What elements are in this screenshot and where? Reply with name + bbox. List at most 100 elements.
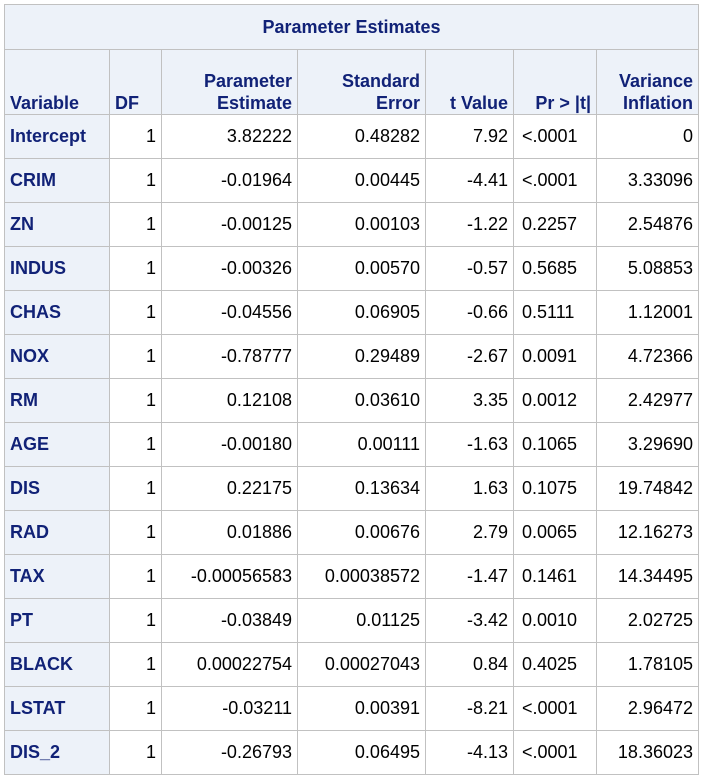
cell-vif: 3.33096 [596,158,699,203]
cell-pvalue: 0.0012 [513,378,597,423]
table-title: Parameter Estimates [4,4,699,50]
cell-pvalue: <.0001 [513,114,597,159]
column-header-vif-line1: Variance [618,71,693,91]
cell-variable: RAD [4,510,110,555]
cell-vif: 19.74842 [596,466,699,511]
cell-variable: PT [4,598,110,643]
cell-variable: Intercept [4,114,110,159]
column-header-row: Variable DF Parameter Estimate Standard Er… [4,49,699,115]
cell-pvalue: 0.0010 [513,598,597,643]
cell-pvalue: <.0001 [513,730,597,775]
cell-vif: 2.54876 [596,202,699,247]
cell-variable: ZN [4,202,110,247]
cell-stderr: 0.00445 [297,158,426,203]
cell-tvalue: 3.35 [425,378,514,423]
cell-df: 1 [109,466,162,511]
column-header-estimate-line1: Parameter [203,71,292,91]
table-body: Intercept 1 3.82222 0.48282 7.92 <.0001 0 CRIM 1… [4,114,699,775]
cell-tvalue: 7.92 [425,114,514,159]
cell-tvalue: -1.47 [425,554,514,599]
cell-estimate: -0.00326 [161,246,298,291]
cell-vif: 18.36023 [596,730,699,775]
cell-df: 1 [109,510,162,555]
cell-tvalue: -0.57 [425,246,514,291]
cell-pvalue: 0.0091 [513,334,597,379]
cell-pvalue: 0.0065 [513,510,597,555]
cell-df: 1 [109,334,162,379]
cell-vif: 12.16273 [596,510,699,555]
cell-pvalue: 0.1075 [513,466,597,511]
cell-variable: BLACK [4,642,110,687]
column-header-estimate-line2: Estimate [216,93,292,113]
table-row: BLACK 1 0.00022754 0.00027043 0.84 0.4025 1.78… [4,642,699,687]
cell-tvalue: 1.63 [425,466,514,511]
cell-vif: 0 [596,114,699,159]
column-header-stderr-line2: Error [375,93,420,113]
table-row: RAD 1 0.01886 0.00676 2.79 0.0065 12.16273 [4,510,699,555]
cell-variable: CRIM [4,158,110,203]
cell-variable: LSTAT [4,686,110,731]
cell-estimate: -0.00056583 [161,554,298,599]
column-header-stderr-line1: Standard [341,71,420,91]
cell-pvalue: 0.5685 [513,246,597,291]
cell-stderr: 0.00103 [297,202,426,247]
cell-tvalue: 2.79 [425,510,514,555]
cell-variable: DIS [4,466,110,511]
cell-tvalue: -0.66 [425,290,514,335]
column-header-df: DF [109,49,162,115]
column-header-stderr: Standard Error [297,49,426,115]
column-header-vif: Variance Inflation [596,49,699,115]
parameter-estimates-table: Parameter Estimates Variable DF Paramete… [4,4,699,775]
cell-pvalue: <.0001 [513,158,597,203]
table-row: RM 1 0.12108 0.03610 3.35 0.0012 2.42977 [4,378,699,423]
cell-stderr: 0.29489 [297,334,426,379]
cell-df: 1 [109,114,162,159]
cell-tvalue: 0.84 [425,642,514,687]
cell-df: 1 [109,158,162,203]
table-row: Intercept 1 3.82222 0.48282 7.92 <.0001 0 [4,114,699,159]
cell-vif: 1.78105 [596,642,699,687]
cell-stderr: 0.00111 [297,422,426,467]
table-row: DIS_2 1 -0.26793 0.06495 -4.13 <.0001 18.36023 [4,730,699,775]
cell-pvalue: 0.5111 [513,290,597,335]
cell-df: 1 [109,686,162,731]
cell-estimate: -0.00180 [161,422,298,467]
cell-stderr: 0.01125 [297,598,426,643]
cell-vif: 1.12001 [596,290,699,335]
cell-pvalue: 0.1461 [513,554,597,599]
cell-vif: 3.29690 [596,422,699,467]
cell-estimate: 0.00022754 [161,642,298,687]
cell-stderr: 0.00676 [297,510,426,555]
cell-stderr: 0.00027043 [297,642,426,687]
cell-variable: DIS_2 [4,730,110,775]
table-row: TAX 1 -0.00056583 0.00038572 -1.47 0.1461 14.3… [4,554,699,599]
cell-vif: 2.42977 [596,378,699,423]
table-row: CRIM 1 -0.01964 0.00445 -4.41 <.0001 3.33096 [4,158,699,203]
cell-vif: 14.34495 [596,554,699,599]
cell-tvalue: -1.63 [425,422,514,467]
cell-estimate: 3.82222 [161,114,298,159]
table-row: NOX 1 -0.78777 0.29489 -2.67 0.0091 4.72366 [4,334,699,379]
cell-pvalue: 0.4025 [513,642,597,687]
cell-df: 1 [109,422,162,467]
cell-estimate: -0.04556 [161,290,298,335]
cell-variable: TAX [4,554,110,599]
column-header-vif-line2: Inflation [623,93,693,113]
cell-estimate: -0.03849 [161,598,298,643]
cell-estimate: -0.00125 [161,202,298,247]
column-header-variable: Variable [4,49,110,115]
cell-pvalue: <.0001 [513,686,597,731]
table-row: CHAS 1 -0.04556 0.06905 -0.66 0.5111 1.12001 [4,290,699,335]
cell-variable: RM [4,378,110,423]
cell-tvalue: -4.13 [425,730,514,775]
cell-estimate: 0.01886 [161,510,298,555]
cell-estimate: -0.01964 [161,158,298,203]
cell-df: 1 [109,378,162,423]
table-row: AGE 1 -0.00180 0.00111 -1.63 0.1065 3.29690 [4,422,699,467]
cell-stderr: 0.06905 [297,290,426,335]
cell-df: 1 [109,290,162,335]
table-row: INDUS 1 -0.00326 0.00570 -0.57 0.5685 5.08853 [4,246,699,291]
column-header-pvalue: Pr > |t| [513,49,597,115]
cell-pvalue: 0.2257 [513,202,597,247]
cell-df: 1 [109,202,162,247]
